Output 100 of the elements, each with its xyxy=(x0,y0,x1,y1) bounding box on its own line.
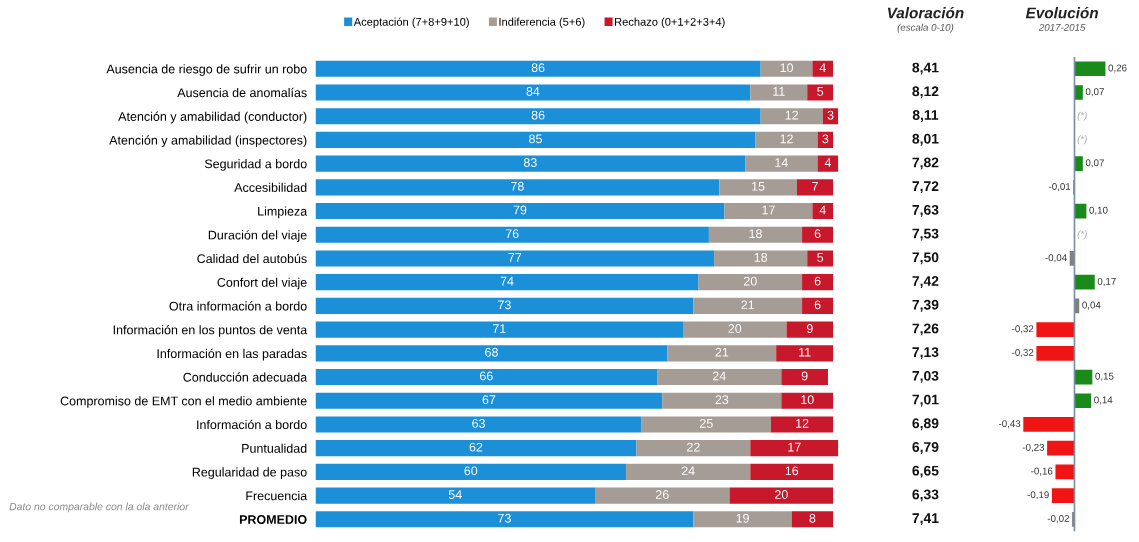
bar xyxy=(693,297,803,314)
bar xyxy=(667,345,777,362)
y-tick-label: Accesibilidad xyxy=(234,182,307,192)
data-label: 5 xyxy=(817,87,824,96)
y-tick-label: Confort del viaje xyxy=(217,277,307,290)
data-label: 0,15 xyxy=(1095,372,1114,381)
data-label: -0,04 xyxy=(1045,254,1067,263)
y-tick-label: Información a bordo xyxy=(197,419,307,430)
bar xyxy=(708,226,803,243)
data-label: 8,41 xyxy=(912,62,939,75)
bar xyxy=(802,297,834,314)
data-label: 7,42 xyxy=(912,276,939,288)
y-tick-label: Atención y amabilidad (conductor) xyxy=(118,111,307,124)
data-label: 7,82 xyxy=(912,157,939,170)
bar xyxy=(315,440,637,457)
data-label: 6,65 xyxy=(912,465,939,478)
data-label: 11 xyxy=(799,347,811,357)
bar xyxy=(315,131,756,148)
data-label: 4 xyxy=(824,158,832,167)
y-tick-label: Frecuencia xyxy=(246,491,308,501)
bar xyxy=(315,487,596,504)
text: (escala 0-10) xyxy=(897,23,954,33)
data-label: 12 xyxy=(780,134,793,144)
legend-label: Aceptación (7+8+9+10) xyxy=(353,17,469,28)
data-label: 76 xyxy=(505,229,519,239)
y-tick-label: Duración del viaje xyxy=(208,230,307,242)
data-label: -0,19 xyxy=(1027,491,1049,500)
data-label: 84 xyxy=(526,86,540,96)
bar xyxy=(776,345,834,362)
bar xyxy=(683,321,787,338)
bar xyxy=(791,511,834,528)
bar xyxy=(1074,61,1106,77)
data-label: 8 xyxy=(809,513,816,523)
bar xyxy=(315,179,720,196)
bar xyxy=(745,155,818,172)
data-label: 15 xyxy=(752,181,765,191)
data-label: -0,32 xyxy=(1012,325,1034,334)
bar xyxy=(807,250,834,267)
bar xyxy=(714,250,808,267)
data-label: 7,50 xyxy=(912,252,939,265)
data-label: 20 xyxy=(743,276,757,286)
bar xyxy=(750,440,839,457)
data-label: 3 xyxy=(827,110,834,120)
bar xyxy=(662,392,782,409)
bar xyxy=(786,321,834,338)
data-label: 25 xyxy=(699,418,713,428)
bar xyxy=(315,226,709,243)
data-label: 85 xyxy=(529,134,542,144)
data-label: 23 xyxy=(715,395,729,405)
bar xyxy=(750,463,834,480)
bar xyxy=(755,131,818,148)
data-label: 6 xyxy=(814,276,821,286)
data-label: 7,26 xyxy=(912,323,939,336)
data-label: 20 xyxy=(775,490,788,499)
data-label: 4 xyxy=(819,63,826,72)
data-label: 6,33 xyxy=(912,489,939,502)
bar xyxy=(760,108,823,125)
data-label: 12 xyxy=(796,418,809,428)
y-tick-label: Regularidad de paso xyxy=(192,467,307,479)
bar xyxy=(729,487,834,504)
bar xyxy=(802,274,834,291)
bar xyxy=(1036,322,1075,337)
data-label: 7,53 xyxy=(912,228,939,241)
bar xyxy=(817,155,839,172)
data-label: 9 xyxy=(806,324,813,333)
data-label: 0,14 xyxy=(1094,396,1113,405)
data-label: -0,32 xyxy=(1012,349,1034,358)
y-tick-label: PROMEDIO xyxy=(239,515,307,524)
legend-label: Indiferencia (5+6) xyxy=(499,17,585,28)
text: (*) xyxy=(1077,111,1087,121)
y-tick-label: Información en los puntos de venta xyxy=(113,325,308,337)
bar xyxy=(719,179,797,196)
data-label: 7,13 xyxy=(912,347,939,360)
bar xyxy=(1074,369,1093,385)
bar xyxy=(781,368,828,386)
data-label: 20 xyxy=(728,324,742,333)
data-label: -0,01 xyxy=(1048,183,1071,192)
bar xyxy=(315,416,642,433)
y-tick-label: Compromiso de EMT con el medio ambiente xyxy=(60,396,307,408)
data-label: -0,16 xyxy=(1031,467,1053,476)
data-label: 8,01 xyxy=(912,133,939,146)
data-label: 8,12 xyxy=(912,86,939,99)
text: Valoración xyxy=(887,6,964,19)
data-label: 0,10 xyxy=(1089,206,1108,215)
data-label: 7,63 xyxy=(912,204,939,217)
y-tick-label: Otra información a bordo xyxy=(169,301,307,311)
data-label: 16 xyxy=(785,466,799,476)
bar xyxy=(1074,393,1092,409)
data-label: -0,02 xyxy=(1047,515,1070,524)
bar xyxy=(595,487,730,504)
bar xyxy=(1036,345,1075,361)
data-label: 8,11 xyxy=(912,110,939,122)
bar xyxy=(626,463,751,480)
y-tick-label: Puntualidad xyxy=(242,443,307,453)
data-label: 21 xyxy=(715,347,729,357)
data-label: 63 xyxy=(472,418,485,428)
bar xyxy=(807,84,834,101)
data-label: 7,01 xyxy=(912,394,939,407)
data-label: 18 xyxy=(749,229,762,239)
y-tick-label: Ausencia de riesgo de sufrir un robo xyxy=(106,64,307,76)
